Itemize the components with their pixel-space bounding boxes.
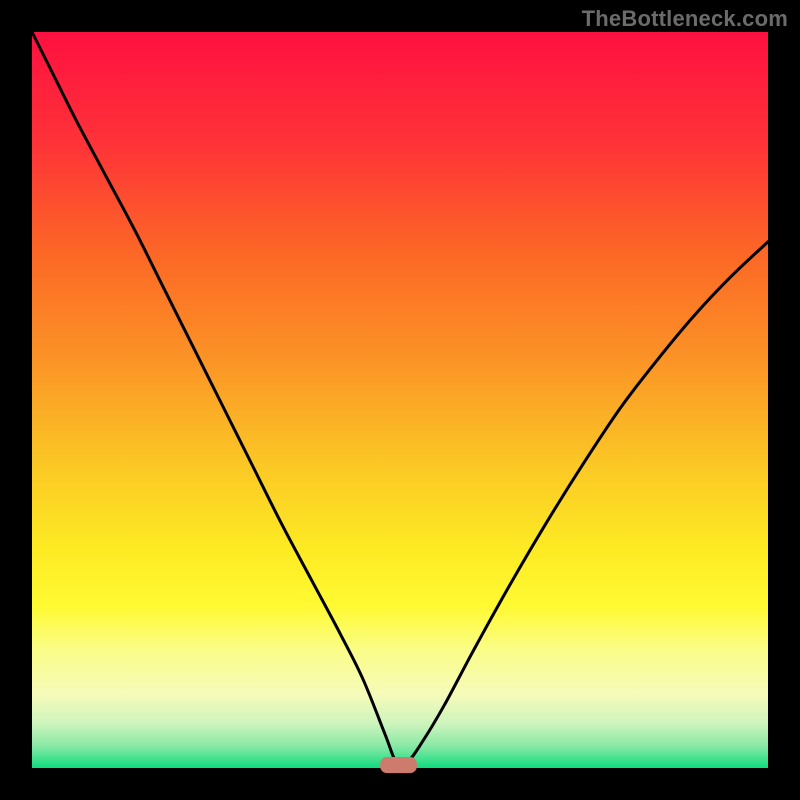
- bottleneck-figure: TheBottleneck.com: [0, 0, 800, 800]
- watermark-text: TheBottleneck.com: [582, 6, 788, 32]
- plot-gradient-background: [32, 32, 768, 768]
- bottleneck-minimum-marker: [380, 757, 417, 773]
- bottleneck-chart: [0, 0, 800, 800]
